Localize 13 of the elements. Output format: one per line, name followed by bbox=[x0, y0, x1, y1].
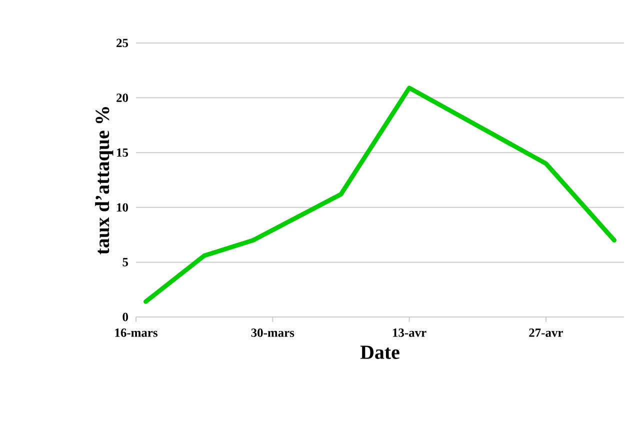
line-series bbox=[144, 86, 616, 304]
y-tick-label: 15 bbox=[117, 148, 128, 157]
y-tick-label: 20 bbox=[116, 94, 128, 102]
x-tick-label: 30-mars bbox=[251, 328, 294, 337]
y-axis-title: taux d’attaque % bbox=[95, 107, 114, 254]
x-tick-label: 13-avr bbox=[392, 328, 426, 337]
y-tick-label: 25 bbox=[116, 38, 128, 48]
y-tick-label: 10 bbox=[117, 203, 128, 212]
x-tick-label: 16-mars bbox=[115, 328, 158, 337]
y-tick-label: 5 bbox=[122, 258, 128, 266]
x-axis-title: Date bbox=[360, 346, 400, 359]
y-tick-label: 0 bbox=[122, 312, 128, 322]
x-tick-label: 27-avr bbox=[529, 328, 563, 337]
